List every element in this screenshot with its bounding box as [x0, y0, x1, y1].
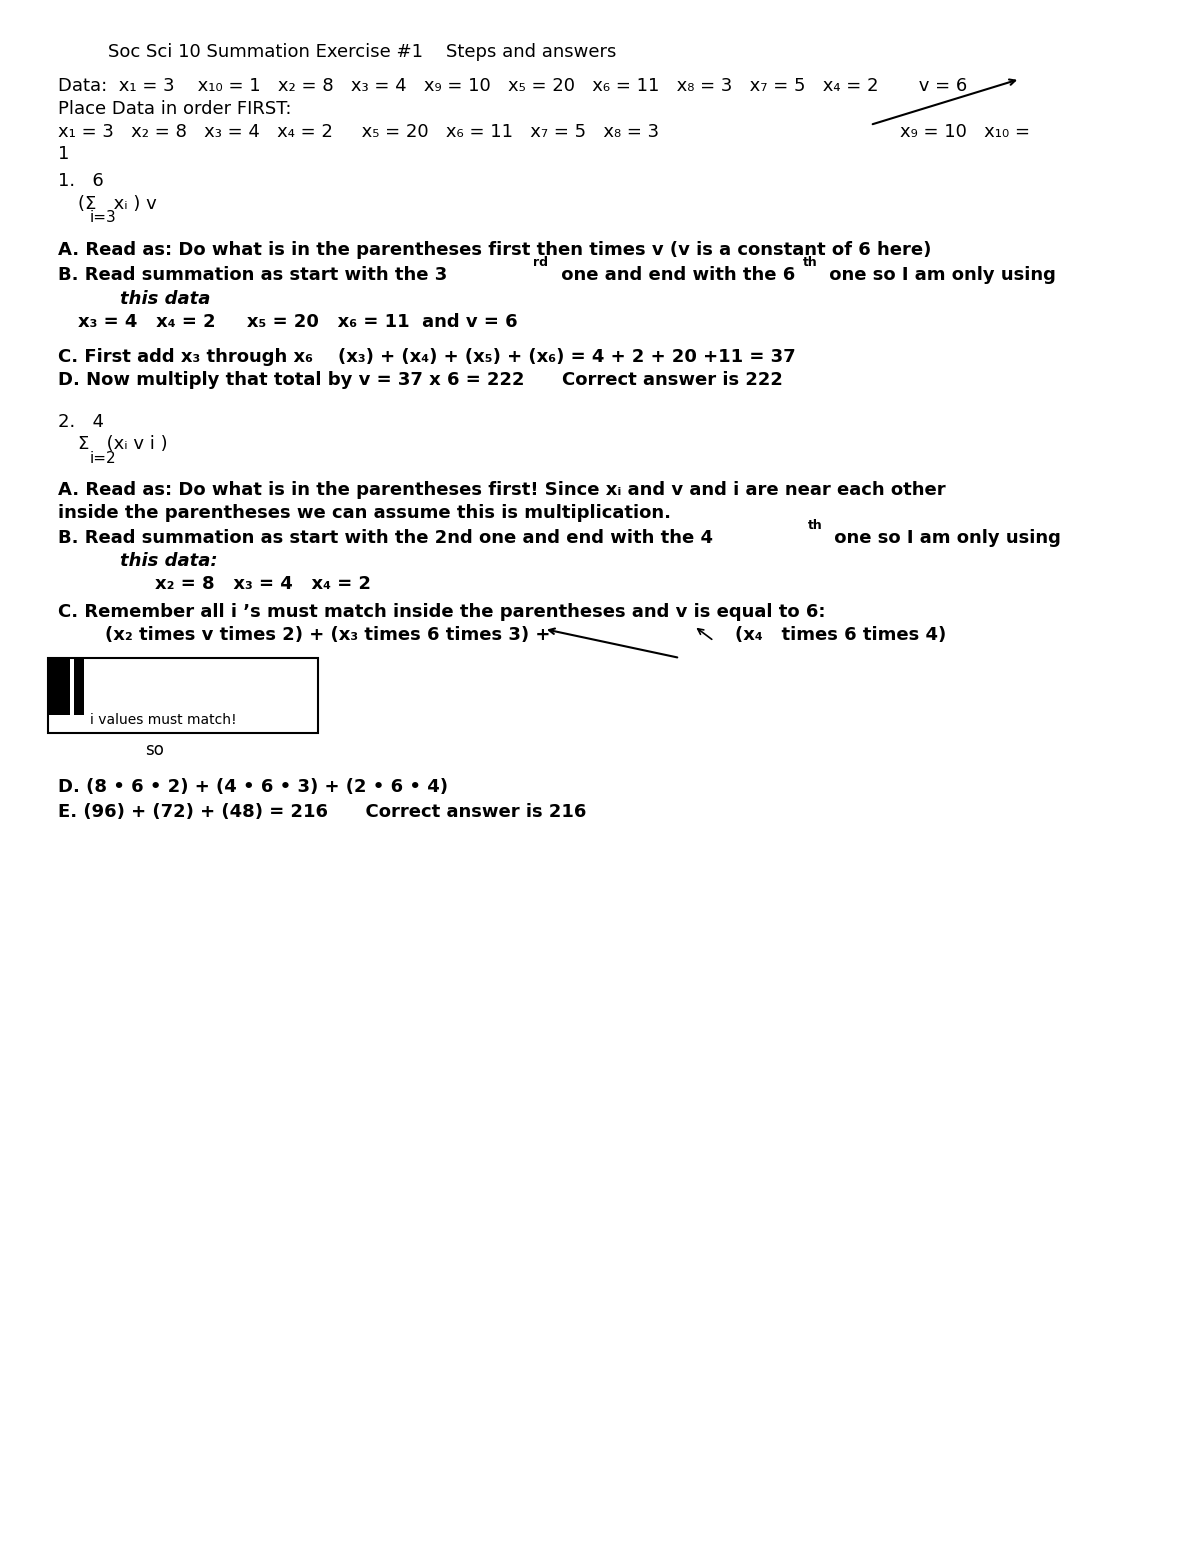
Bar	[48, 658, 70, 714]
Text: i values must match!: i values must match!	[90, 713, 236, 727]
Text: D. Now multiply that total by v = 37 x 6 = 222      Correct answer is 222: D. Now multiply that total by v = 37 x 6…	[58, 371, 782, 388]
Text: x₁ = 3   x₂ = 8   x₃ = 4   x₄ = 2     x₅ = 20   x₆ = 11   x₇ = 5   x₈ = 3: x₁ = 3 x₂ = 8 x₃ = 4 x₄ = 2 x₅ = 20 x₆ =…	[58, 123, 659, 141]
Text: th: th	[808, 519, 823, 533]
Text: inside the parentheses we can assume this is multiplication.: inside the parentheses we can assume thi…	[58, 505, 671, 522]
Text: x₃ = 4   x₄ = 2     x₅ = 20   x₆ = 11  and v = 6: x₃ = 4 x₄ = 2 x₅ = 20 x₆ = 11 and v = 6	[78, 314, 517, 331]
Text: th: th	[803, 256, 817, 269]
Text: A. Read as: Do what is in the parentheses first then times v (v is a constant of: A. Read as: Do what is in the parenthese…	[58, 241, 931, 259]
Text: one so I am only using: one so I am only using	[828, 530, 1061, 547]
Text: this data:: this data:	[120, 551, 217, 570]
Text: E. (96) + (72) + (48) = 216      Correct answer is 216: E. (96) + (72) + (48) = 216 Correct answ…	[58, 803, 587, 822]
Text: so: so	[145, 741, 164, 759]
Bar	[74, 658, 84, 714]
Text: (x₄   times 6 times 4): (x₄ times 6 times 4)	[660, 626, 947, 644]
Text: 2.   4: 2. 4	[58, 413, 104, 432]
Text: Σ   (xᵢ v i ): Σ (xᵢ v i )	[78, 435, 168, 453]
Text: one and end with the 6: one and end with the 6	[554, 266, 796, 284]
Text: rd: rd	[533, 256, 548, 269]
Text: x₉ = 10   x₁₀ =: x₉ = 10 x₁₀ =	[900, 123, 1030, 141]
Text: C. Remember all i ’s must match inside the parentheses and v is equal to 6:: C. Remember all i ’s must match inside t…	[58, 603, 826, 621]
Text: Place Data in order FIRST:: Place Data in order FIRST:	[58, 99, 292, 118]
Text: i=2: i=2	[90, 450, 116, 466]
Text: Soc Sci 10 Summation Exercise #1    Steps and answers: Soc Sci 10 Summation Exercise #1 Steps a…	[108, 43, 617, 61]
Text: D. (8 • 6 • 2) + (4 • 6 • 3) + (2 • 6 • 4): D. (8 • 6 • 2) + (4 • 6 • 3) + (2 • 6 • …	[58, 778, 448, 797]
Text: 1: 1	[58, 144, 70, 163]
Text: 1.   6: 1. 6	[58, 172, 103, 189]
Text: i=3: i=3	[90, 210, 116, 225]
Text: B. Read summation as start with the 2nd one and end with the 4: B. Read summation as start with the 2nd …	[58, 530, 713, 547]
Text: C. First add x₃ through x₆    (x₃) + (x₄) + (x₅) + (x₆) = 4 + 2 + 20 +11 = 37: C. First add x₃ through x₆ (x₃) + (x₄) +…	[58, 348, 796, 367]
Text: x₂ = 8   x₃ = 4   x₄ = 2: x₂ = 8 x₃ = 4 x₄ = 2	[155, 575, 371, 593]
Text: one so I am only using: one so I am only using	[823, 266, 1056, 284]
Text: Data:  x₁ = 3    x₁₀ = 1   x₂ = 8   x₃ = 4   x₉ = 10   x₅ = 20   x₆ = 11   x₈ = : Data: x₁ = 3 x₁₀ = 1 x₂ = 8 x₃ = 4 x₉ = …	[58, 78, 967, 95]
Text: this data: this data	[120, 290, 210, 307]
Text: (x₂ times v times 2) + (x₃ times 6 times 3) +: (x₂ times v times 2) + (x₃ times 6 times…	[106, 626, 551, 644]
Bar	[48, 658, 318, 733]
Text: (Σ   xᵢ ) v: (Σ xᵢ ) v	[78, 196, 157, 213]
Text: B. Read summation as start with the 3: B. Read summation as start with the 3	[58, 266, 448, 284]
Text: A. Read as: Do what is in the parentheses first! Since xᵢ and v and i are near e: A. Read as: Do what is in the parenthese…	[58, 481, 946, 499]
